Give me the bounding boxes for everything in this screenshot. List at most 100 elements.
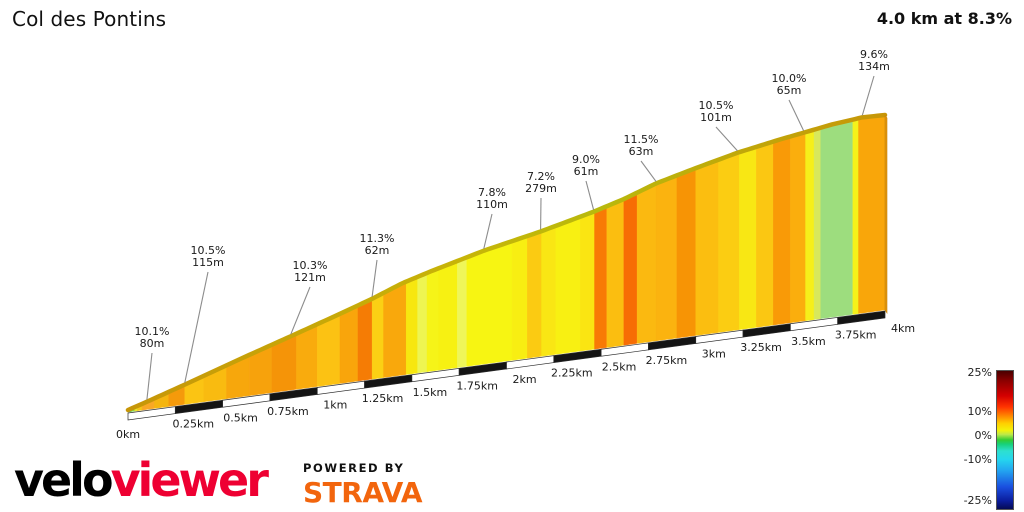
gradient-band bbox=[527, 230, 542, 359]
annotation-length-value: 65m bbox=[777, 84, 802, 97]
annotation-gradient-value: 10.1% bbox=[135, 325, 170, 338]
gradient-band bbox=[417, 272, 428, 374]
annotation-gradient-value: 11.3% bbox=[360, 232, 395, 245]
footer-branding: veloviewer POWERED BY STRAVA bbox=[0, 452, 1024, 512]
annotation-length-value: 62m bbox=[365, 244, 390, 257]
gradient-band bbox=[655, 175, 678, 342]
x-axis-tick-label: 3.75km bbox=[835, 328, 877, 341]
gradient-band bbox=[852, 117, 859, 315]
x-axis-tick-label: 3km bbox=[702, 348, 726, 361]
gradient-band bbox=[858, 114, 886, 314]
gradient-band bbox=[580, 211, 595, 352]
x-axis-tick-label: 0.5km bbox=[223, 411, 258, 424]
gradient-band bbox=[805, 129, 815, 321]
annotation-leader-line bbox=[371, 259, 378, 297]
gradient-band bbox=[756, 141, 774, 328]
annotation-length-value: 134m bbox=[858, 60, 890, 73]
profile-top-edge bbox=[125, 112, 888, 413]
veloviewer-logo[interactable]: veloviewer bbox=[14, 453, 269, 507]
x-axis-tick-label: 1.75km bbox=[456, 379, 498, 392]
legend-label-neg10: -10% bbox=[963, 453, 992, 466]
gradient-band bbox=[438, 260, 458, 371]
legend-label-25: 25% bbox=[967, 366, 992, 379]
annotation-gradient-value: 10.5% bbox=[699, 99, 734, 112]
gradient-band bbox=[541, 225, 556, 357]
gradient-band bbox=[676, 167, 696, 339]
page-title: Col des Pontins bbox=[12, 7, 167, 31]
gradient-band bbox=[718, 151, 740, 333]
x-axis-tick-label: 1.5km bbox=[413, 386, 448, 399]
x-axis-tick-label: 1.25km bbox=[362, 392, 404, 405]
annotation-gradient-value: 7.2% bbox=[527, 170, 555, 183]
x-axis-tick-label: 0.75km bbox=[267, 405, 309, 418]
x-axis-tick-label: 3.5km bbox=[791, 335, 826, 348]
legend-label-10: 10% bbox=[967, 405, 992, 418]
gradient-band bbox=[426, 268, 439, 372]
distance-axis-bar bbox=[127, 310, 886, 421]
strava-wordmark[interactable]: STRAVA bbox=[303, 476, 423, 509]
gradient-color-legend: 25% 10% 0% -10% -25% bbox=[963, 366, 1024, 512]
gradient-band bbox=[357, 298, 373, 382]
gradient-band bbox=[511, 235, 528, 361]
x-axis-tick-label: 3.25km bbox=[740, 341, 782, 354]
axis-tick-segment bbox=[837, 310, 886, 325]
annotation-length-value: 279m bbox=[525, 182, 557, 195]
x-axis-tick-label: 2.5km bbox=[602, 360, 637, 373]
gradient-band bbox=[636, 183, 657, 344]
logo-viewer-text: viewer bbox=[110, 453, 269, 507]
x-axis-tick-label: 0.25km bbox=[173, 418, 215, 431]
annotation-gradient-value: 10.0% bbox=[772, 72, 807, 85]
climb-summary: 4.0 km at 8.3% bbox=[876, 9, 1012, 28]
gradient-band bbox=[339, 305, 359, 384]
gradient-band bbox=[371, 292, 384, 380]
annotation-leader-line bbox=[788, 99, 805, 131]
annotation-gradient-value: 9.6% bbox=[860, 48, 888, 61]
annotation-leader-line bbox=[715, 126, 738, 152]
gradient-band bbox=[606, 198, 625, 348]
gradient-band bbox=[813, 127, 821, 320]
gradient-band bbox=[820, 119, 854, 319]
x-axis-tick-label: 0km bbox=[116, 428, 140, 441]
annotation-length-value: 115m bbox=[192, 256, 224, 269]
gradient-band bbox=[790, 131, 806, 323]
logo-velo-text: velo bbox=[14, 453, 114, 507]
gradient-band bbox=[457, 257, 467, 368]
annotation-gradient-value: 10.3% bbox=[293, 259, 328, 272]
x-axis-tick-label: 1km bbox=[323, 399, 347, 412]
gradient-band bbox=[405, 276, 418, 375]
distance-axis-labels: 0km 0.25km 0.5km 0.75km 1km 1.25km 1.5km 1.75km… bbox=[116, 322, 915, 441]
annotation-leader-line bbox=[640, 160, 657, 182]
summit-end-face bbox=[884, 114, 888, 314]
legend-label-0: 0% bbox=[974, 429, 992, 442]
annotation-length-value: 61m bbox=[574, 165, 599, 178]
gradient-band bbox=[466, 240, 513, 367]
x-axis-tick-label: 2km bbox=[512, 373, 536, 386]
annotation-leader-line bbox=[184, 271, 209, 383]
gradient-band bbox=[773, 136, 791, 326]
gradient-band bbox=[594, 205, 608, 350]
elevation-profile-chart: 0km 0.25km 0.5km 0.75km 1km 1.25km 1.5km 1.75km… bbox=[116, 48, 915, 441]
annotation-gradient-value: 11.5% bbox=[624, 133, 659, 146]
powered-by-label: POWERED BY bbox=[303, 461, 405, 475]
gradient-band bbox=[383, 281, 407, 378]
annotation-gradient-value: 10.5% bbox=[191, 244, 226, 257]
annotation-length-value: 63m bbox=[629, 145, 654, 158]
ridge-line bbox=[125, 112, 888, 413]
gradient-band bbox=[623, 192, 638, 346]
annotation-leader-line bbox=[585, 180, 595, 210]
x-axis-tick-label: 4km bbox=[891, 322, 915, 335]
gradient-band bbox=[695, 159, 719, 336]
annotation-length-value: 101m bbox=[700, 111, 732, 124]
annotation-gradient-value: 9.0% bbox=[572, 153, 600, 166]
gradient-band bbox=[555, 216, 581, 355]
annotation-length-value: 121m bbox=[294, 271, 326, 284]
legend-gradient-bar bbox=[996, 370, 1014, 510]
annotation-length-value: 80m bbox=[140, 337, 165, 350]
x-axis-tick-label: 2.75km bbox=[646, 354, 688, 367]
annotation-leader-line bbox=[483, 213, 493, 249]
x-axis-tick-label: 2.25km bbox=[551, 367, 593, 380]
annotation-leader-line bbox=[290, 286, 311, 335]
gradient-band bbox=[739, 146, 757, 330]
annotation-gradient-value: 7.8% bbox=[478, 186, 506, 199]
